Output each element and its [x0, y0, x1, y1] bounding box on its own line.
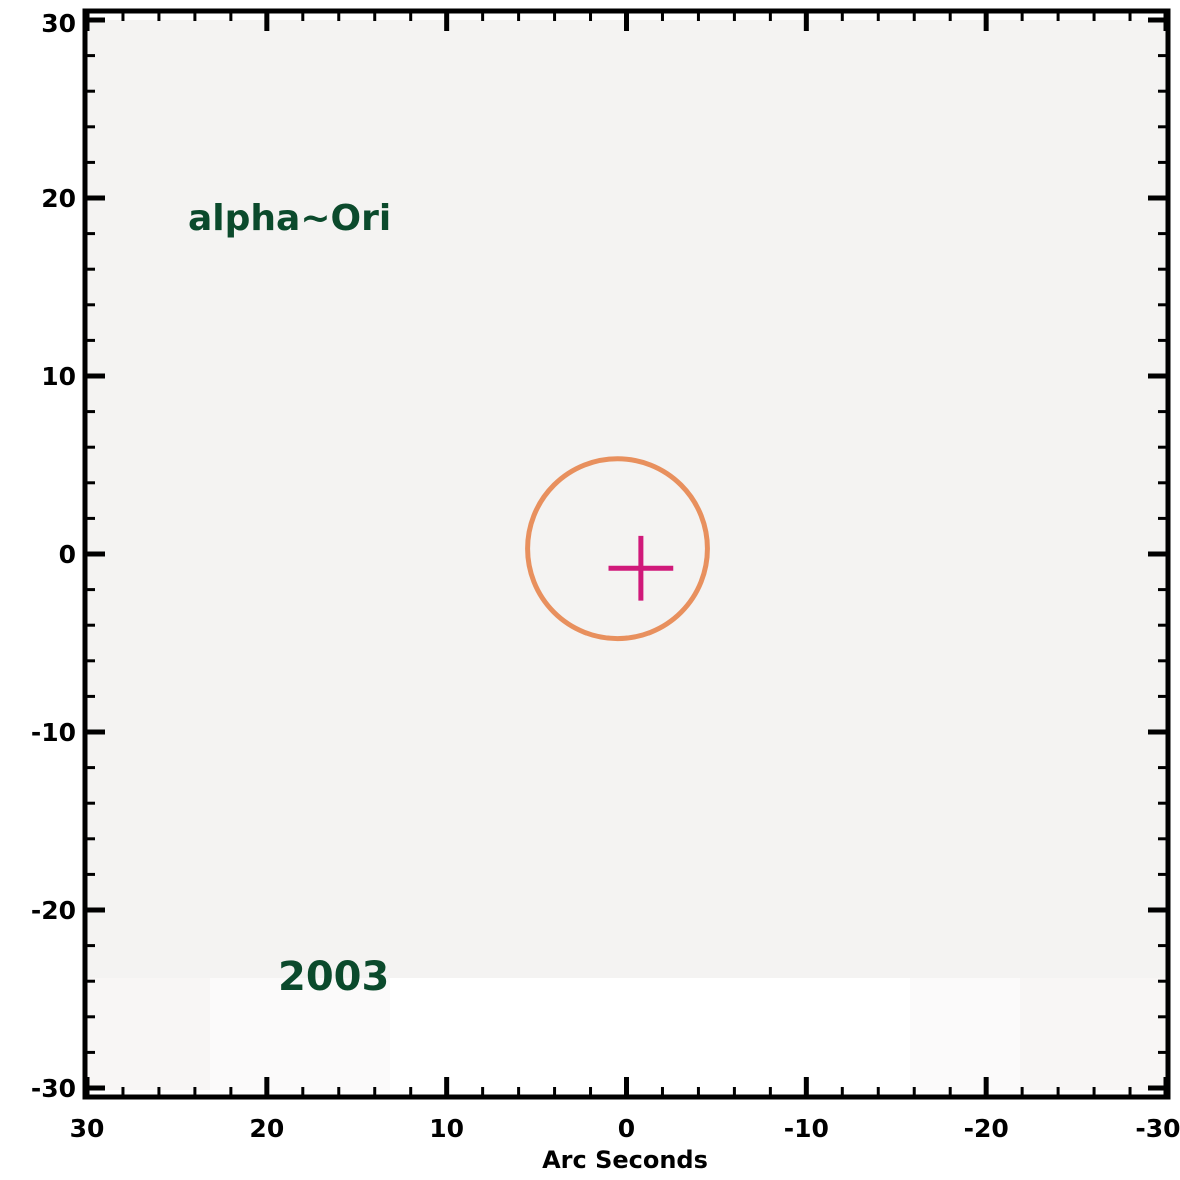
plot-frame	[82, 8, 1171, 1100]
y-tick-label: 10	[41, 362, 76, 391]
aperture-circle	[525, 456, 710, 642]
star-name-label: alpha~Ori	[188, 198, 391, 239]
plot-background	[85, 20, 1168, 1090]
x-tick-label: -10	[784, 1114, 829, 1143]
x-tick-label: -30	[1135, 1114, 1180, 1143]
y-tick-label: 30	[41, 9, 76, 38]
bottom-band	[85, 978, 1168, 1090]
star-marker	[608, 535, 674, 601]
x-tick-label: 30	[70, 1114, 105, 1143]
axis-tick-labels: 30 20 10 0 -10 -20 -30 30 20 10 0 -10 -20 -30	[31, 9, 1180, 1143]
x-axis-title: Arc Seconds	[542, 1146, 708, 1174]
y-tick-label: 20	[41, 184, 76, 213]
x-tick-label: 10	[429, 1114, 464, 1143]
y-tick-label: -30	[31, 1074, 76, 1103]
x-tick-label: 20	[249, 1114, 284, 1143]
y-tick-label: -20	[31, 896, 76, 925]
y-tick-label: 0	[59, 540, 76, 569]
x-tick-label: -20	[964, 1114, 1009, 1143]
x-tick-label: 0	[618, 1114, 635, 1143]
y-tick-label: -10	[31, 718, 76, 747]
year-label: 2003	[278, 954, 389, 1000]
